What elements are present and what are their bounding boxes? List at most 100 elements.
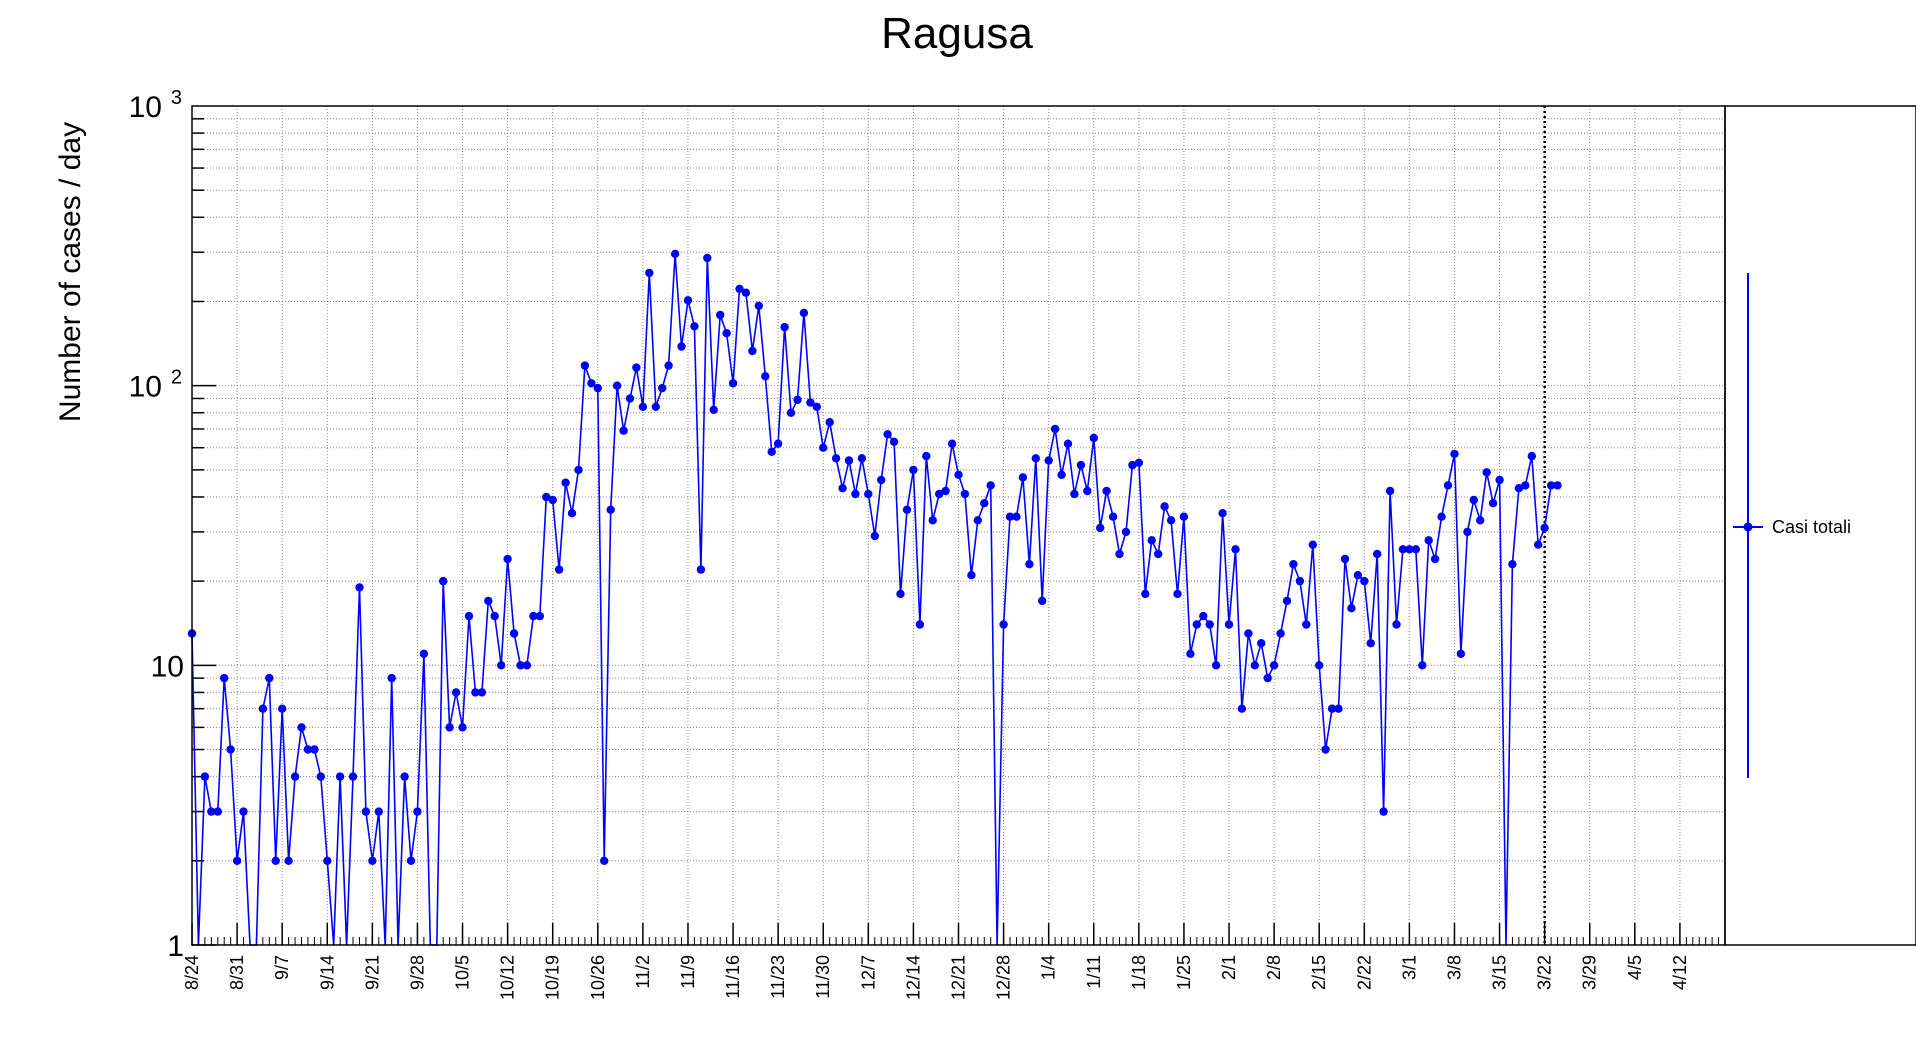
data-point [696, 565, 706, 574]
x-tick-label: 11/16 [723, 955, 743, 999]
data-point [651, 402, 660, 411]
data-point [1392, 620, 1401, 629]
data-point [799, 308, 809, 318]
data-point [748, 346, 757, 356]
data-point [1540, 523, 1549, 533]
x-tick-label: 1/25 [1174, 955, 1194, 990]
data-point [387, 673, 396, 683]
data-point [451, 688, 461, 697]
data-point [574, 465, 583, 475]
x-tick-label: 8/24 [182, 955, 202, 990]
data-point [902, 505, 912, 514]
data-point [1154, 549, 1163, 559]
x-tick-label: 11/9 [678, 955, 698, 989]
data-point [1044, 456, 1053, 465]
data-point [909, 465, 918, 475]
data-point [1534, 540, 1543, 549]
x-tick-label: 1/11 [1084, 955, 1104, 989]
data-point [1173, 589, 1182, 599]
data-point [922, 451, 931, 461]
data-point [786, 408, 796, 417]
data-point [625, 394, 635, 403]
data-point [703, 253, 712, 263]
data-point [1508, 560, 1517, 569]
x-tick-label: 10/19 [543, 955, 563, 1000]
data-point [593, 383, 602, 393]
data-point [406, 856, 416, 865]
data-point [1244, 629, 1253, 638]
chart-title: Ragusa [881, 9, 1033, 58]
data-point [1353, 571, 1363, 580]
data-point [1430, 554, 1440, 564]
data-point [445, 723, 454, 732]
data-point [1327, 704, 1337, 713]
legend-marker [1743, 522, 1753, 532]
data-point [1063, 439, 1073, 448]
data-point [1315, 661, 1324, 670]
x-tick-label: 10/5 [453, 955, 473, 990]
data-point [200, 772, 210, 781]
data-point [1257, 639, 1266, 648]
data-point [1237, 704, 1247, 713]
data-point [484, 596, 493, 606]
data-point [561, 478, 570, 487]
data-point [477, 688, 487, 697]
y-tick-label: 10 [151, 650, 184, 683]
data-point [1308, 540, 1318, 549]
data-point [1385, 486, 1395, 496]
data-point [1205, 620, 1214, 629]
data-point [1096, 523, 1105, 533]
data-point [1134, 458, 1144, 467]
x-tick-label: 9/28 [407, 955, 427, 990]
data-point [265, 673, 274, 683]
legend-box [1724, 105, 1916, 946]
data-point [690, 322, 699, 331]
data-point [883, 430, 892, 439]
data-point [838, 484, 847, 493]
data-point [335, 772, 345, 781]
x-tick-label: 4/5 [1625, 955, 1645, 980]
data-point [825, 418, 834, 427]
data-point [1005, 512, 1015, 521]
x-tick-label: 12/21 [949, 955, 969, 1000]
data-point [1179, 512, 1189, 521]
data-point [1546, 481, 1556, 490]
data-point [1083, 486, 1092, 496]
data-point [619, 426, 628, 435]
data-point [773, 439, 783, 448]
data-point [864, 489, 873, 499]
data-point [670, 249, 680, 259]
legend: Casi totali [1724, 105, 1916, 946]
y-tick-exponent: 3 [171, 87, 182, 109]
plot-frame [191, 105, 1726, 946]
data-point [580, 361, 590, 370]
x-tick-label: 9/14 [317, 955, 337, 990]
data-point [806, 398, 815, 407]
data-point [355, 583, 364, 592]
data-point [207, 807, 216, 816]
data-point [1192, 620, 1202, 629]
data-point [464, 611, 474, 621]
data-point [1347, 604, 1356, 613]
series-polyline [191, 253, 1558, 946]
data-point [1521, 481, 1530, 490]
y-tick-label: 10 [129, 371, 162, 404]
data-point [754, 301, 763, 310]
data-point [1463, 527, 1472, 537]
x-tick-label: 8/31 [227, 955, 247, 990]
x-tick-label: 9/21 [362, 955, 382, 990]
data-point [554, 565, 564, 574]
data-point [1456, 649, 1466, 658]
data-point [889, 437, 899, 446]
x-tick-label: 3/22 [1535, 955, 1555, 990]
y-tick-label: 10 [129, 91, 162, 124]
x-tick-label: 1/18 [1129, 955, 1149, 990]
data-point [458, 723, 467, 732]
data-point [612, 381, 622, 390]
data-point [1147, 536, 1156, 545]
data-point [1263, 673, 1272, 683]
data-point [1166, 516, 1176, 525]
x-tick-label: 2/15 [1309, 955, 1329, 990]
x-tick-label: 9/7 [272, 955, 292, 980]
